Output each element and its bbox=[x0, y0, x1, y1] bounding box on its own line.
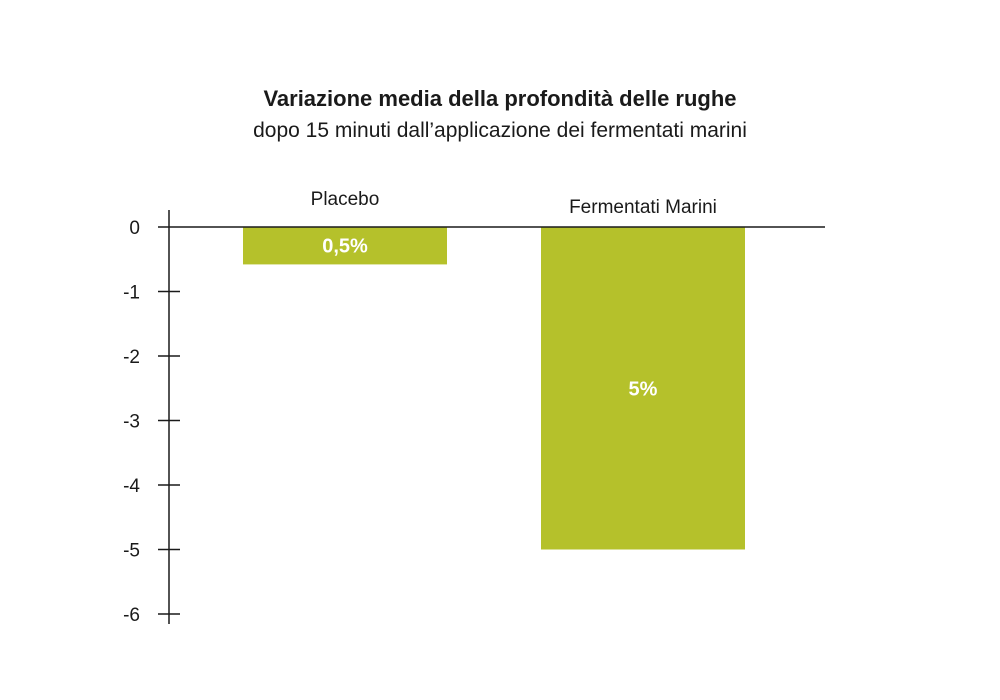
data-label: 5% bbox=[629, 378, 658, 400]
data-label: 0,5% bbox=[322, 236, 368, 258]
title-block: Variazione media della profondità delle … bbox=[0, 84, 1000, 146]
y-tick-label: -2 bbox=[123, 347, 140, 368]
category-label: Placebo bbox=[311, 189, 380, 210]
y-tick-label: -5 bbox=[123, 541, 140, 562]
y-tick-label: -3 bbox=[123, 412, 140, 433]
bars-group bbox=[243, 227, 745, 550]
y-tick-label: -4 bbox=[123, 476, 140, 497]
y-tick-label: 0 bbox=[129, 218, 140, 239]
bar-fermentati-marini bbox=[541, 227, 745, 550]
category-label: Fermentati Marini bbox=[569, 197, 717, 218]
chart-title: Variazione media della profondità delle … bbox=[263, 86, 737, 111]
axes-group bbox=[158, 210, 825, 624]
labels-group: 0 -1 -2 -3 -4 -5 -6 Placebo Fermentati Marini 0,5… bbox=[123, 189, 717, 626]
chart-subtitle: dopo 15 minuti dall’applicazione dei fer… bbox=[253, 119, 747, 142]
y-tick-label: -1 bbox=[123, 283, 140, 304]
y-tick-label: -6 bbox=[123, 605, 140, 626]
bar-placebo bbox=[243, 227, 447, 265]
